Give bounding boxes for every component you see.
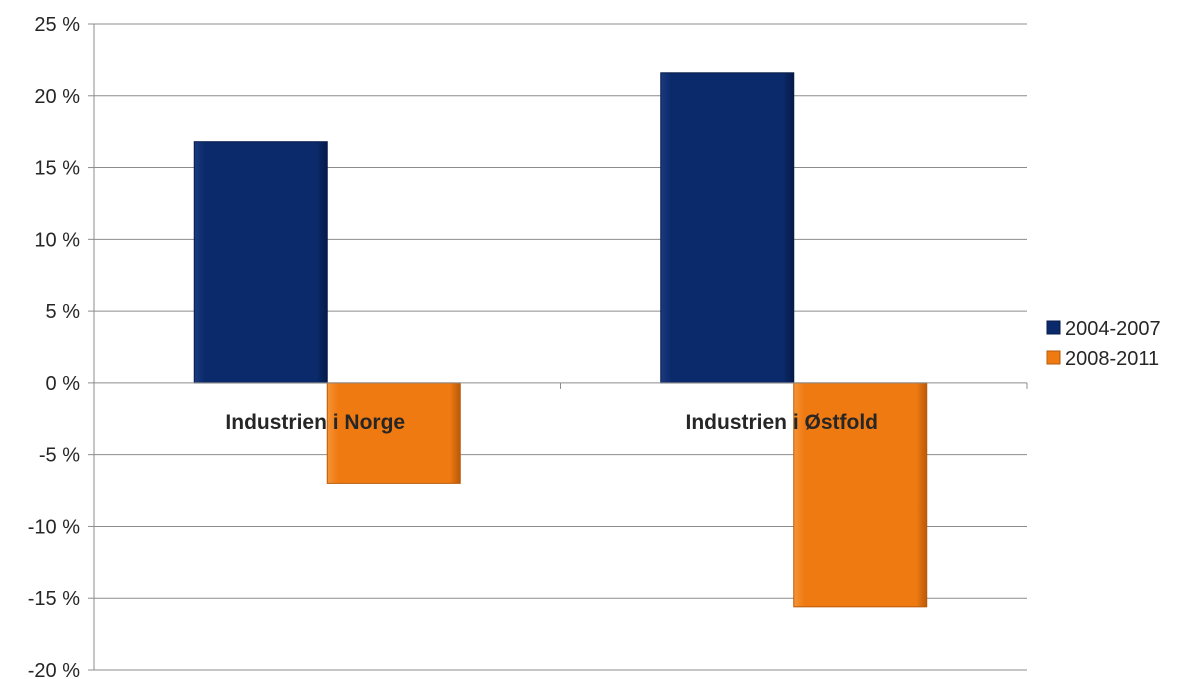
y-tick-label: 20 % xyxy=(34,86,80,108)
y-tick-label: -15 % xyxy=(28,588,80,610)
y-tick-label: 0 % xyxy=(46,373,81,395)
legend-swatch xyxy=(1046,320,1061,335)
category-label: Industrien i Norge xyxy=(225,411,405,434)
bar-series-1-1 xyxy=(193,141,328,384)
bar-series-2-1 xyxy=(326,382,461,484)
legend-label: 2008-2011 xyxy=(1065,348,1159,370)
y-tick-label: 5 % xyxy=(46,301,81,323)
y-tick-label: -10 % xyxy=(28,516,80,538)
y-tick-label: -5 % xyxy=(39,445,80,467)
y-tick-label: 10 % xyxy=(34,229,80,251)
bar-series-2-2 xyxy=(793,382,928,608)
legend-swatch xyxy=(1046,350,1061,365)
category-labels: Industrien i Norge Industrien i Østfold xyxy=(225,411,878,434)
legend-label: 2004-2007 xyxy=(1065,318,1161,340)
legend: 2004-2007 2008-2011 xyxy=(1046,318,1161,370)
bars xyxy=(193,72,928,608)
y-tick-label: 15 % xyxy=(34,158,80,180)
y-tick-labels: 25 % 20 % 15 % 10 % 5 % 0 % -5 % -10 % -15 % -20 … xyxy=(28,14,80,679)
y-tick-label: -20 % xyxy=(28,660,80,679)
category-label: Industrien i Østfold xyxy=(686,411,879,434)
axes xyxy=(88,23,1028,671)
bar-series-1-2 xyxy=(660,72,795,384)
y-tick-label: 25 % xyxy=(34,14,80,36)
